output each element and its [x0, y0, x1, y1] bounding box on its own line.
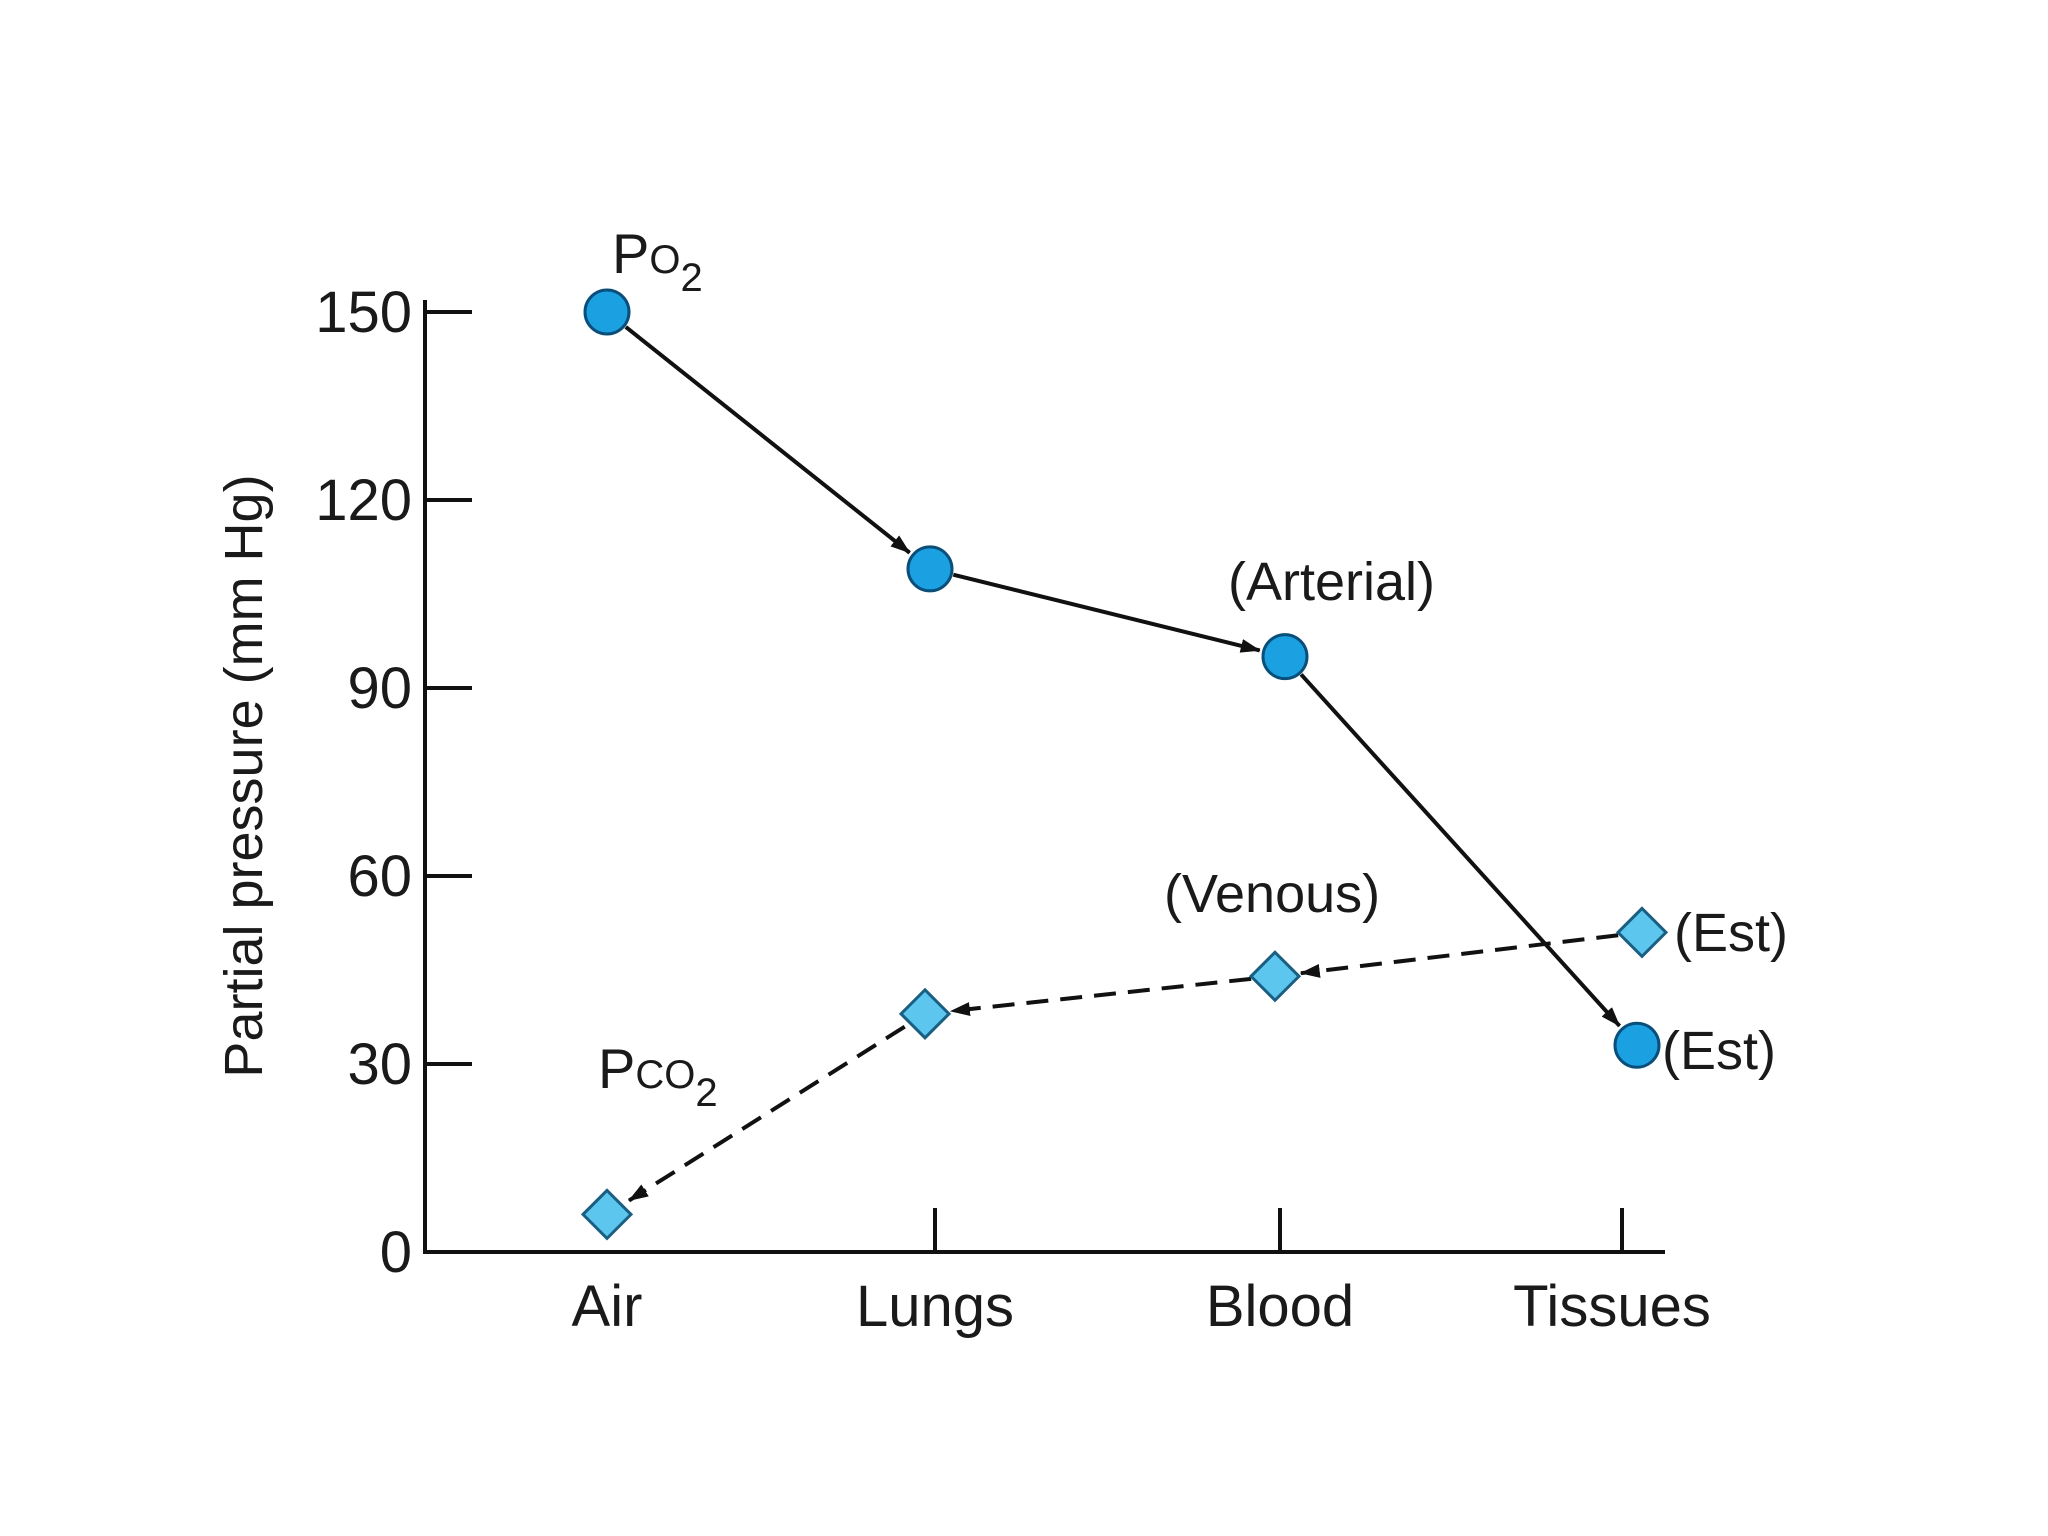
est-co2-annotation: (Est) — [1674, 903, 1788, 963]
axes — [423, 300, 1665, 1254]
y-tick-label: 60 — [347, 844, 412, 909]
y-axis-label: Partial pressure (mm Hg) — [214, 474, 274, 1077]
po2-point-marker — [583, 288, 631, 336]
arterial-annotation: (Arterial) — [1228, 552, 1435, 612]
x-category-label: Blood — [1206, 1274, 1354, 1339]
pco2-segment-arrow — [1299, 933, 1619, 978]
x-category-label: Tissues — [1513, 1274, 1711, 1339]
pco2-segment-arrow — [627, 1024, 906, 1203]
venous-annotation: (Venous) — [1164, 864, 1380, 924]
y-tick-label: 150 — [315, 280, 412, 345]
y-ticks: 0 30 60 90 120 150 — [315, 280, 472, 1285]
po2-point-marker — [1613, 1021, 1661, 1069]
x-category-label: Air — [572, 1274, 643, 1339]
y-tick-label: 0 — [380, 1220, 412, 1285]
po2-segment-arrow — [952, 572, 1261, 653]
pco2-segment-arrow — [949, 976, 1252, 1017]
x-ticks: Air Lungs Blood Tissues — [572, 1208, 1711, 1339]
pco2-point-marker — [580, 1188, 634, 1241]
y-tick-label: 30 — [347, 1032, 412, 1097]
pco2-point-marker — [898, 987, 952, 1040]
y-tick-label: 90 — [347, 656, 412, 721]
pco2-point-marker — [1615, 906, 1669, 959]
series-lines — [624, 325, 1622, 1203]
y-tick-label: 120 — [315, 468, 412, 533]
pco2-point-marker — [1248, 950, 1302, 1003]
po2-point-marker — [906, 545, 954, 593]
po2-segment-arrow — [624, 325, 911, 555]
pco2-series-label: PCO2 — [598, 1037, 718, 1115]
series-points — [580, 288, 1669, 1241]
est-o2-annotation: (Est) — [1662, 1021, 1776, 1081]
po2-point-marker — [1261, 633, 1309, 681]
po2-series-label: PO2 — [612, 222, 703, 300]
x-category-label: Lungs — [856, 1274, 1014, 1339]
po2-segment-arrow — [1299, 673, 1622, 1028]
